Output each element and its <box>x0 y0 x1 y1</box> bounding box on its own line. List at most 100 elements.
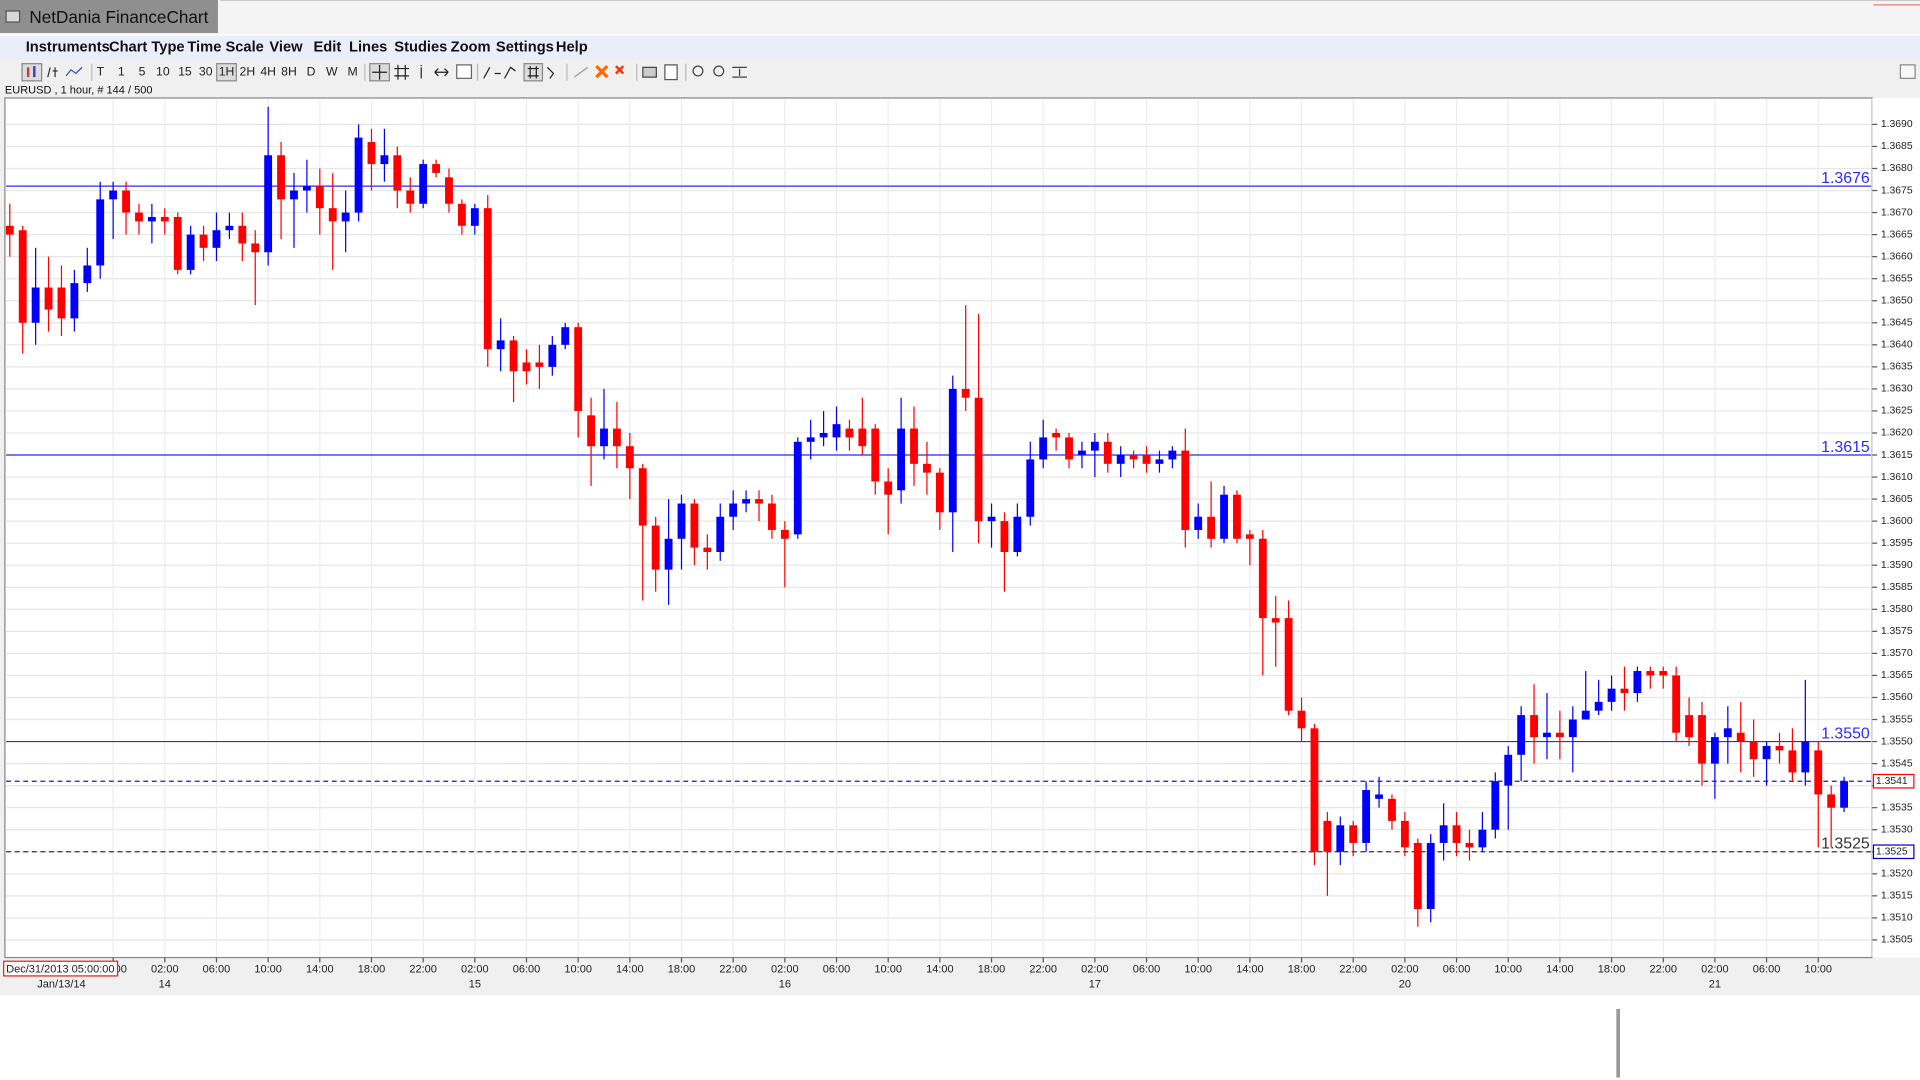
candle-body <box>1103 441 1112 464</box>
candle-body <box>768 503 776 530</box>
candle-body <box>1465 842 1474 848</box>
timescale-button[interactable]: W <box>326 64 338 78</box>
menu-item[interactable]: Chart Type <box>109 40 185 56</box>
candle-body <box>923 463 931 473</box>
candle-body <box>845 428 854 438</box>
tool-active[interactable] <box>216 63 237 82</box>
tool-volume[interactable] <box>456 64 473 79</box>
x-tick-label: 02:00 <box>461 964 489 976</box>
menu-item[interactable]: View <box>269 40 303 56</box>
x-tick-label: 06:00 <box>823 964 851 976</box>
menu-item[interactable]: Instruments <box>26 40 110 56</box>
date-label: 21 <box>1709 978 1721 990</box>
candle-body <box>1090 441 1099 451</box>
candle-body <box>380 155 389 165</box>
tool-grid[interactable] <box>394 64 409 80</box>
tool-fit[interactable] <box>732 66 747 78</box>
candle-body <box>1581 710 1590 720</box>
timescale-button[interactable]: 8H <box>281 64 297 78</box>
window-tab[interactable] <box>0 0 218 34</box>
tool-delete[interactable] <box>595 65 609 79</box>
candle-body <box>109 190 118 200</box>
candle-body <box>1827 794 1836 808</box>
x-tick-label: 06:00 <box>513 964 541 976</box>
menu-item[interactable]: Edit <box>313 40 341 56</box>
tool-zoom-out[interactable] <box>713 65 725 77</box>
tool-trend[interactable] <box>573 66 589 78</box>
x-tick-label: 18:00 <box>1598 964 1626 976</box>
candle-body <box>135 212 143 222</box>
candle-body <box>1116 455 1125 464</box>
candle-body <box>1245 534 1254 539</box>
candle-body <box>393 155 402 191</box>
tool-zoom-in[interactable] <box>692 65 704 77</box>
y-tick-label: 1.3595 <box>1881 538 1913 549</box>
menu-item[interactable]: Lines <box>349 40 387 56</box>
timescale-button[interactable]: 2H <box>240 64 256 78</box>
tool-line[interactable] <box>65 66 83 77</box>
y-tick-label: 1.3520 <box>1881 869 1913 880</box>
tool-preview[interactable] <box>664 64 678 81</box>
tool-fib[interactable] <box>523 63 544 82</box>
price-marker <box>1872 844 1915 860</box>
candle-body <box>1607 688 1616 702</box>
candle-body <box>264 155 273 253</box>
timescale-button[interactable]: 1 <box>118 64 125 78</box>
candle-body <box>884 481 893 495</box>
timescale-button[interactable]: T <box>97 64 105 78</box>
candle-body <box>147 216 156 222</box>
level-label: 1.3525 <box>1821 836 1870 853</box>
candle-body <box>1388 798 1396 821</box>
y-tick-label: 1.3530 <box>1881 824 1913 835</box>
timescale-button[interactable]: 4H <box>260 64 276 78</box>
menu-item[interactable]: Settings <box>496 40 554 56</box>
timescale-button[interactable]: M <box>348 64 358 78</box>
candle-body <box>1710 737 1719 764</box>
y-tick-label: 1.3510 <box>1881 913 1913 924</box>
tool-draw[interactable] <box>483 66 516 79</box>
candle-body <box>1491 781 1500 830</box>
candle-body <box>483 208 492 350</box>
tool-ohlc[interactable] <box>47 67 58 78</box>
candle-body <box>1840 781 1849 808</box>
x-tick-label: 02:00 <box>1391 964 1419 976</box>
x-tick-label: 10:00 <box>1804 964 1832 976</box>
timescale-button[interactable]: 1H <box>219 64 235 78</box>
scroll-handle[interactable] <box>1616 1008 1620 1078</box>
menu-item[interactable]: Zoom <box>451 40 491 56</box>
timescale-button[interactable]: 10 <box>156 64 170 78</box>
menu-item[interactable]: Help <box>556 40 588 56</box>
candle-body <box>858 428 867 447</box>
timescale-button[interactable]: 15 <box>178 64 192 78</box>
price-marker-label: 1.3525 <box>1876 847 1908 858</box>
candle-body <box>1633 671 1642 694</box>
y-tick-label: 1.3545 <box>1881 758 1913 769</box>
timescale-button[interactable]: 30 <box>199 64 213 78</box>
candle-body <box>1284 618 1293 711</box>
x-tick-label: 10:00 <box>254 964 282 976</box>
candle-body <box>5 225 14 235</box>
tool-scroll[interactable] <box>434 68 449 77</box>
candle-body <box>212 230 221 248</box>
tool-print[interactable] <box>642 66 657 78</box>
y-tick-label: 1.3665 <box>1881 229 1913 240</box>
y-tick-label: 1.3635 <box>1881 362 1913 373</box>
tool-panel[interactable] <box>1899 64 1916 79</box>
candle-body <box>1026 459 1035 517</box>
candle-body <box>742 499 751 504</box>
date-label: 15 <box>469 978 481 990</box>
timescale-button[interactable]: 5 <box>139 64 146 78</box>
x-tick-label: 10:00 <box>1184 964 1212 976</box>
timescale-button[interactable]: D <box>307 64 316 78</box>
candle-body <box>1065 437 1073 460</box>
menu-item[interactable]: Time Scale <box>187 40 263 56</box>
tool-delete-all[interactable] <box>615 65 625 75</box>
candle-body <box>716 516 725 552</box>
cursor-time-box <box>3 960 119 977</box>
tool-candle[interactable] <box>21 63 43 82</box>
candle-body <box>1685 715 1693 738</box>
candle-body <box>819 432 828 438</box>
candle-body <box>1775 745 1784 751</box>
candle-body <box>755 499 763 504</box>
menu-item[interactable]: Studies <box>394 40 447 56</box>
